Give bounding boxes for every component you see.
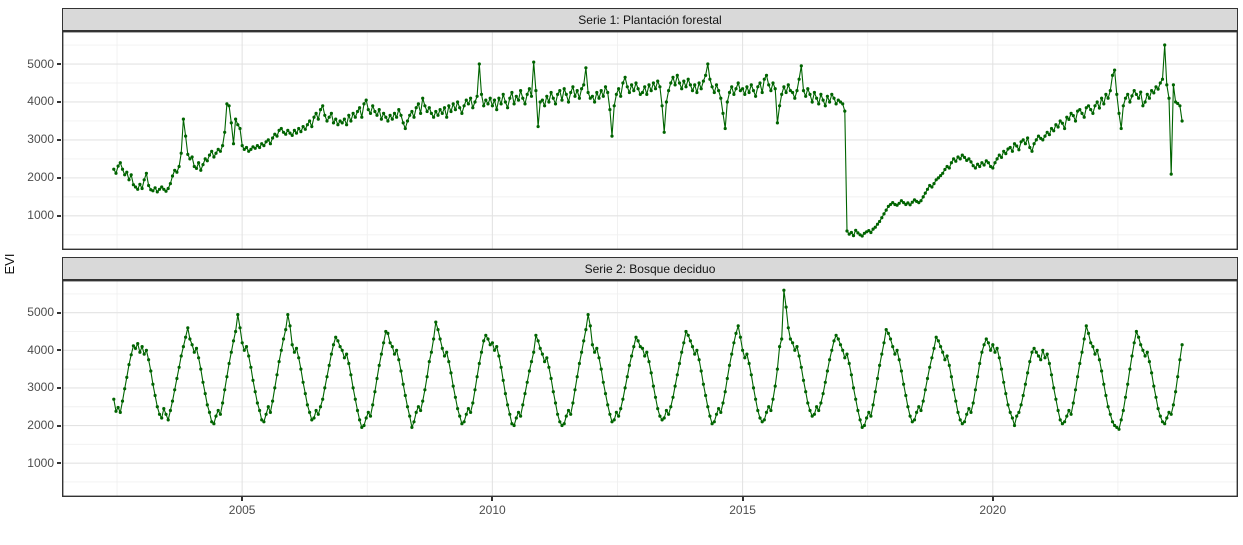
y-tick-mark [57,386,61,389]
y-tick-label: 4000 [27,342,54,357]
y-tick-label: 3000 [27,380,54,395]
x-tick-label: 2005 [228,503,256,517]
y-tick-label: 5000 [27,56,54,71]
y-axis-title: EVI [2,253,17,275]
y-tick-label: 5000 [27,305,54,320]
panel-border [62,280,1238,497]
x-tick-mark [491,497,494,501]
grid-major [62,280,1238,497]
facet-strip-serie-2: Serie 2: Bosque deciduo [62,257,1238,280]
x-tick-label: 2020 [979,503,1007,517]
y-tick-mark [57,424,61,427]
y-tick-label: 4000 [27,94,54,109]
y-tick-mark [57,462,61,465]
x-tick-mark [741,497,744,501]
y-tick-mark [57,349,61,352]
x-tick-mark [241,497,244,501]
y-tick-label: 2000 [27,170,54,185]
x-tick-mark [991,497,994,501]
x-tick-label: 2015 [729,503,756,517]
y-tick-mark [57,100,61,103]
y-tick-mark [57,214,61,217]
x-tick-label: 2010 [479,503,506,517]
y-tick-label: 2000 [27,418,54,433]
y-tick-mark [57,311,61,314]
panel-plot-serie-2 [62,280,1238,497]
panel-border [62,31,1238,250]
y-tick-mark [57,63,61,66]
facet-strip-serie-1: Serie 1: Plantación forestal [62,8,1238,31]
y-tick-label: 1000 [27,208,54,223]
data-points [112,288,1184,431]
series-line [113,290,1183,431]
grid-minor [62,280,1238,497]
y-tick-mark [57,138,61,141]
y-tick-label: 3000 [27,132,54,147]
y-tick-label: 1000 [27,455,54,470]
grid-minor [62,31,1238,250]
data-points [112,43,1184,238]
grid-major [62,31,1238,250]
panel-plot-serie-1 [62,31,1238,250]
y-tick-mark [57,176,61,179]
facet-title-serie-1: Serie 1: Plantación forestal [578,12,722,27]
facet-title-serie-2: Serie 2: Bosque deciduo [584,261,716,276]
